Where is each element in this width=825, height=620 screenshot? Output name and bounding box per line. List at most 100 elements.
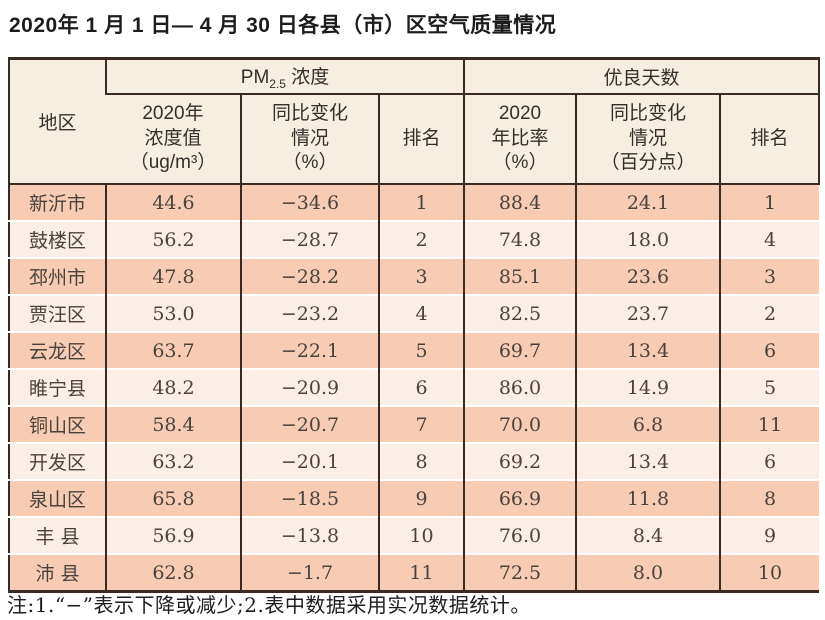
footnote: 注:1.“−”表示下降或减少;2.表中数据采用实况数据统计。 — [7, 593, 531, 617]
cell-days-ratio: 88.4 — [463, 184, 576, 221]
cell-region: 贾汪区 — [9, 294, 106, 332]
cell-pm25-change: −28.7 — [240, 220, 379, 258]
cell-days-ratio: 72.5 — [463, 553, 576, 592]
cell-days-ratio: 69.7 — [463, 331, 576, 369]
cell-pm25-change: −1.7 — [240, 553, 379, 592]
cell-pm25-rank: 2 — [378, 220, 464, 258]
pm25-label-prefix: PM — [240, 67, 270, 88]
pm25-label-suffix: 浓度 — [285, 67, 330, 88]
header-region: 地区 — [9, 58, 106, 184]
cell-region: 开发区 — [9, 442, 106, 480]
cell-pm25-value: 63.2 — [105, 442, 241, 480]
cell-region: 睢宁县 — [9, 368, 106, 406]
cell-pm25-value: 44.6 — [105, 184, 241, 221]
cell-pm25-rank: 4 — [378, 294, 464, 332]
cell-days-rank: 5 — [718, 368, 820, 406]
header-days-group: 优良天数 — [462, 58, 821, 95]
cell-days-change: 13.4 — [575, 442, 720, 480]
pm25-label-subscript: 2.5 — [269, 77, 286, 91]
cell-days-change: 18.0 — [575, 220, 720, 258]
cell-pm25-change: −28.2 — [240, 257, 379, 295]
cell-days-rank: 2 — [718, 294, 820, 332]
table-row: 沛 县 62.8 −1.7 11 72.5 8.0 10 — [9, 553, 820, 592]
cell-region: 丰 县 — [9, 516, 106, 554]
cell-pm25-value: 47.8 — [105, 257, 241, 295]
cell-days-change: 23.7 — [575, 294, 720, 332]
cell-region: 泉山区 — [9, 479, 106, 517]
cell-pm25-rank: 6 — [378, 368, 464, 406]
table-row: 泉山区 65.8 −18.5 9 66.9 11.8 8 — [9, 479, 820, 517]
cell-region: 沛 县 — [9, 553, 106, 592]
cell-days-change: 8.0 — [575, 553, 720, 592]
cell-pm25-value: 56.9 — [105, 516, 241, 554]
cell-days-rank: 6 — [718, 442, 820, 480]
cell-days-ratio: 66.9 — [463, 479, 576, 517]
cell-days-change: 13.4 — [575, 331, 720, 369]
cell-days-change: 6.8 — [575, 405, 720, 443]
cell-days-ratio: 82.5 — [463, 294, 576, 332]
cell-pm25-rank: 9 — [378, 479, 464, 517]
cell-pm25-value: 62.8 — [105, 553, 241, 592]
cell-days-rank: 1 — [718, 184, 820, 221]
table-row: 鼓楼区 56.2 −28.7 2 74.8 18.0 4 — [9, 220, 820, 258]
cell-pm25-value: 48.2 — [105, 368, 241, 406]
cell-pm25-value: 53.0 — [105, 294, 241, 332]
cell-days-change: 23.6 — [575, 257, 720, 295]
cell-days-change: 8.4 — [575, 516, 720, 554]
table-row: 新沂市 44.6 −34.6 1 88.4 24.1 1 — [9, 184, 820, 221]
table-row: 云龙区 63.7 −22.1 5 69.7 13.4 6 — [9, 331, 820, 369]
cell-pm25-change: −13.8 — [240, 516, 379, 554]
cell-pm25-rank: 5 — [378, 331, 464, 369]
cell-days-rank: 10 — [718, 553, 820, 592]
table-header: 地区 PM2.5 浓度 优良天数 2020年 浓度值 （ug/m³） 同比变化 … — [9, 58, 821, 184]
cell-pm25-value: 58.4 — [105, 405, 241, 443]
cell-days-rank: 9 — [718, 516, 820, 554]
cell-days-ratio: 85.1 — [463, 257, 576, 295]
cell-pm25-rank: 11 — [378, 553, 464, 592]
cell-days-change: 24.1 — [575, 184, 720, 221]
cell-pm25-value: 63.7 — [105, 331, 241, 369]
header-pm25-rank: 排名 — [378, 94, 464, 184]
cell-pm25-change: −22.1 — [240, 331, 379, 369]
cell-days-change: 14.9 — [575, 368, 720, 406]
table-row: 铜山区 58.4 −20.7 7 70.0 6.8 11 — [9, 405, 820, 443]
cell-region: 新沂市 — [9, 184, 106, 221]
cell-pm25-rank: 3 — [378, 257, 464, 295]
cell-days-ratio: 76.0 — [463, 516, 576, 554]
cell-pm25-value: 56.2 — [105, 220, 241, 258]
sub-header-row: 2020年 浓度值 （ug/m³） 同比变化 情况 （%） 排名 2020 年比… — [9, 94, 821, 184]
cell-region: 铜山区 — [9, 405, 106, 443]
header-pm25-group: PM2.5 浓度 — [105, 58, 464, 95]
header-days-change: 同比变化 情况 （百分点） — [575, 94, 720, 184]
cell-pm25-rank: 1 — [378, 184, 464, 221]
table-row: 丰 县 56.9 −13.8 10 76.0 8.4 9 — [9, 516, 820, 554]
header-days-ratio: 2020 年比率 （%） — [463, 94, 576, 184]
group-header-row: 地区 PM2.5 浓度 优良天数 — [9, 58, 821, 184]
table-row: 开发区 63.2 −20.1 8 69.2 13.4 6 — [9, 442, 820, 480]
table-row: 邳州市 47.8 −28.2 3 85.1 23.6 3 — [9, 257, 820, 295]
cell-pm25-change: −18.5 — [240, 479, 379, 517]
cell-region: 云龙区 — [9, 331, 106, 369]
header-pm25-change: 同比变化 情况 （%） — [240, 94, 379, 184]
cell-pm25-change: −34.6 — [240, 184, 379, 221]
header-days-rank: 排名 — [718, 94, 821, 184]
header-pm25-value: 2020年 浓度值 （ug/m³） — [106, 94, 241, 184]
table-row: 贾汪区 53.0 −23.2 4 82.5 23.7 2 — [9, 294, 820, 332]
cell-pm25-change: −23.2 — [240, 294, 379, 332]
cell-region: 邳州市 — [9, 257, 106, 295]
cell-days-change: 11.8 — [575, 479, 720, 517]
page-title: 2020年 1 月 1 日— 4 月 30 日各县（市）区空气质量情况 — [9, 14, 557, 37]
cell-days-ratio: 86.0 — [463, 368, 576, 406]
cell-days-rank: 8 — [718, 479, 820, 517]
table-body: 新沂市 44.6 −34.6 1 88.4 24.1 1 鼓楼区 56.2 −28.7 2 74.8 1… — [9, 184, 820, 592]
cell-days-rank: 3 — [718, 257, 820, 295]
cell-pm25-rank: 7 — [378, 405, 464, 443]
cell-days-rank: 11 — [718, 405, 820, 443]
cell-region: 鼓楼区 — [9, 220, 106, 258]
table-row: 睢宁县 48.2 −20.9 6 86.0 14.9 5 — [9, 368, 820, 406]
cell-days-rank: 4 — [718, 220, 820, 258]
cell-pm25-rank: 10 — [378, 516, 464, 554]
cell-days-ratio: 69.2 — [463, 442, 576, 480]
cell-days-ratio: 70.0 — [463, 405, 576, 443]
